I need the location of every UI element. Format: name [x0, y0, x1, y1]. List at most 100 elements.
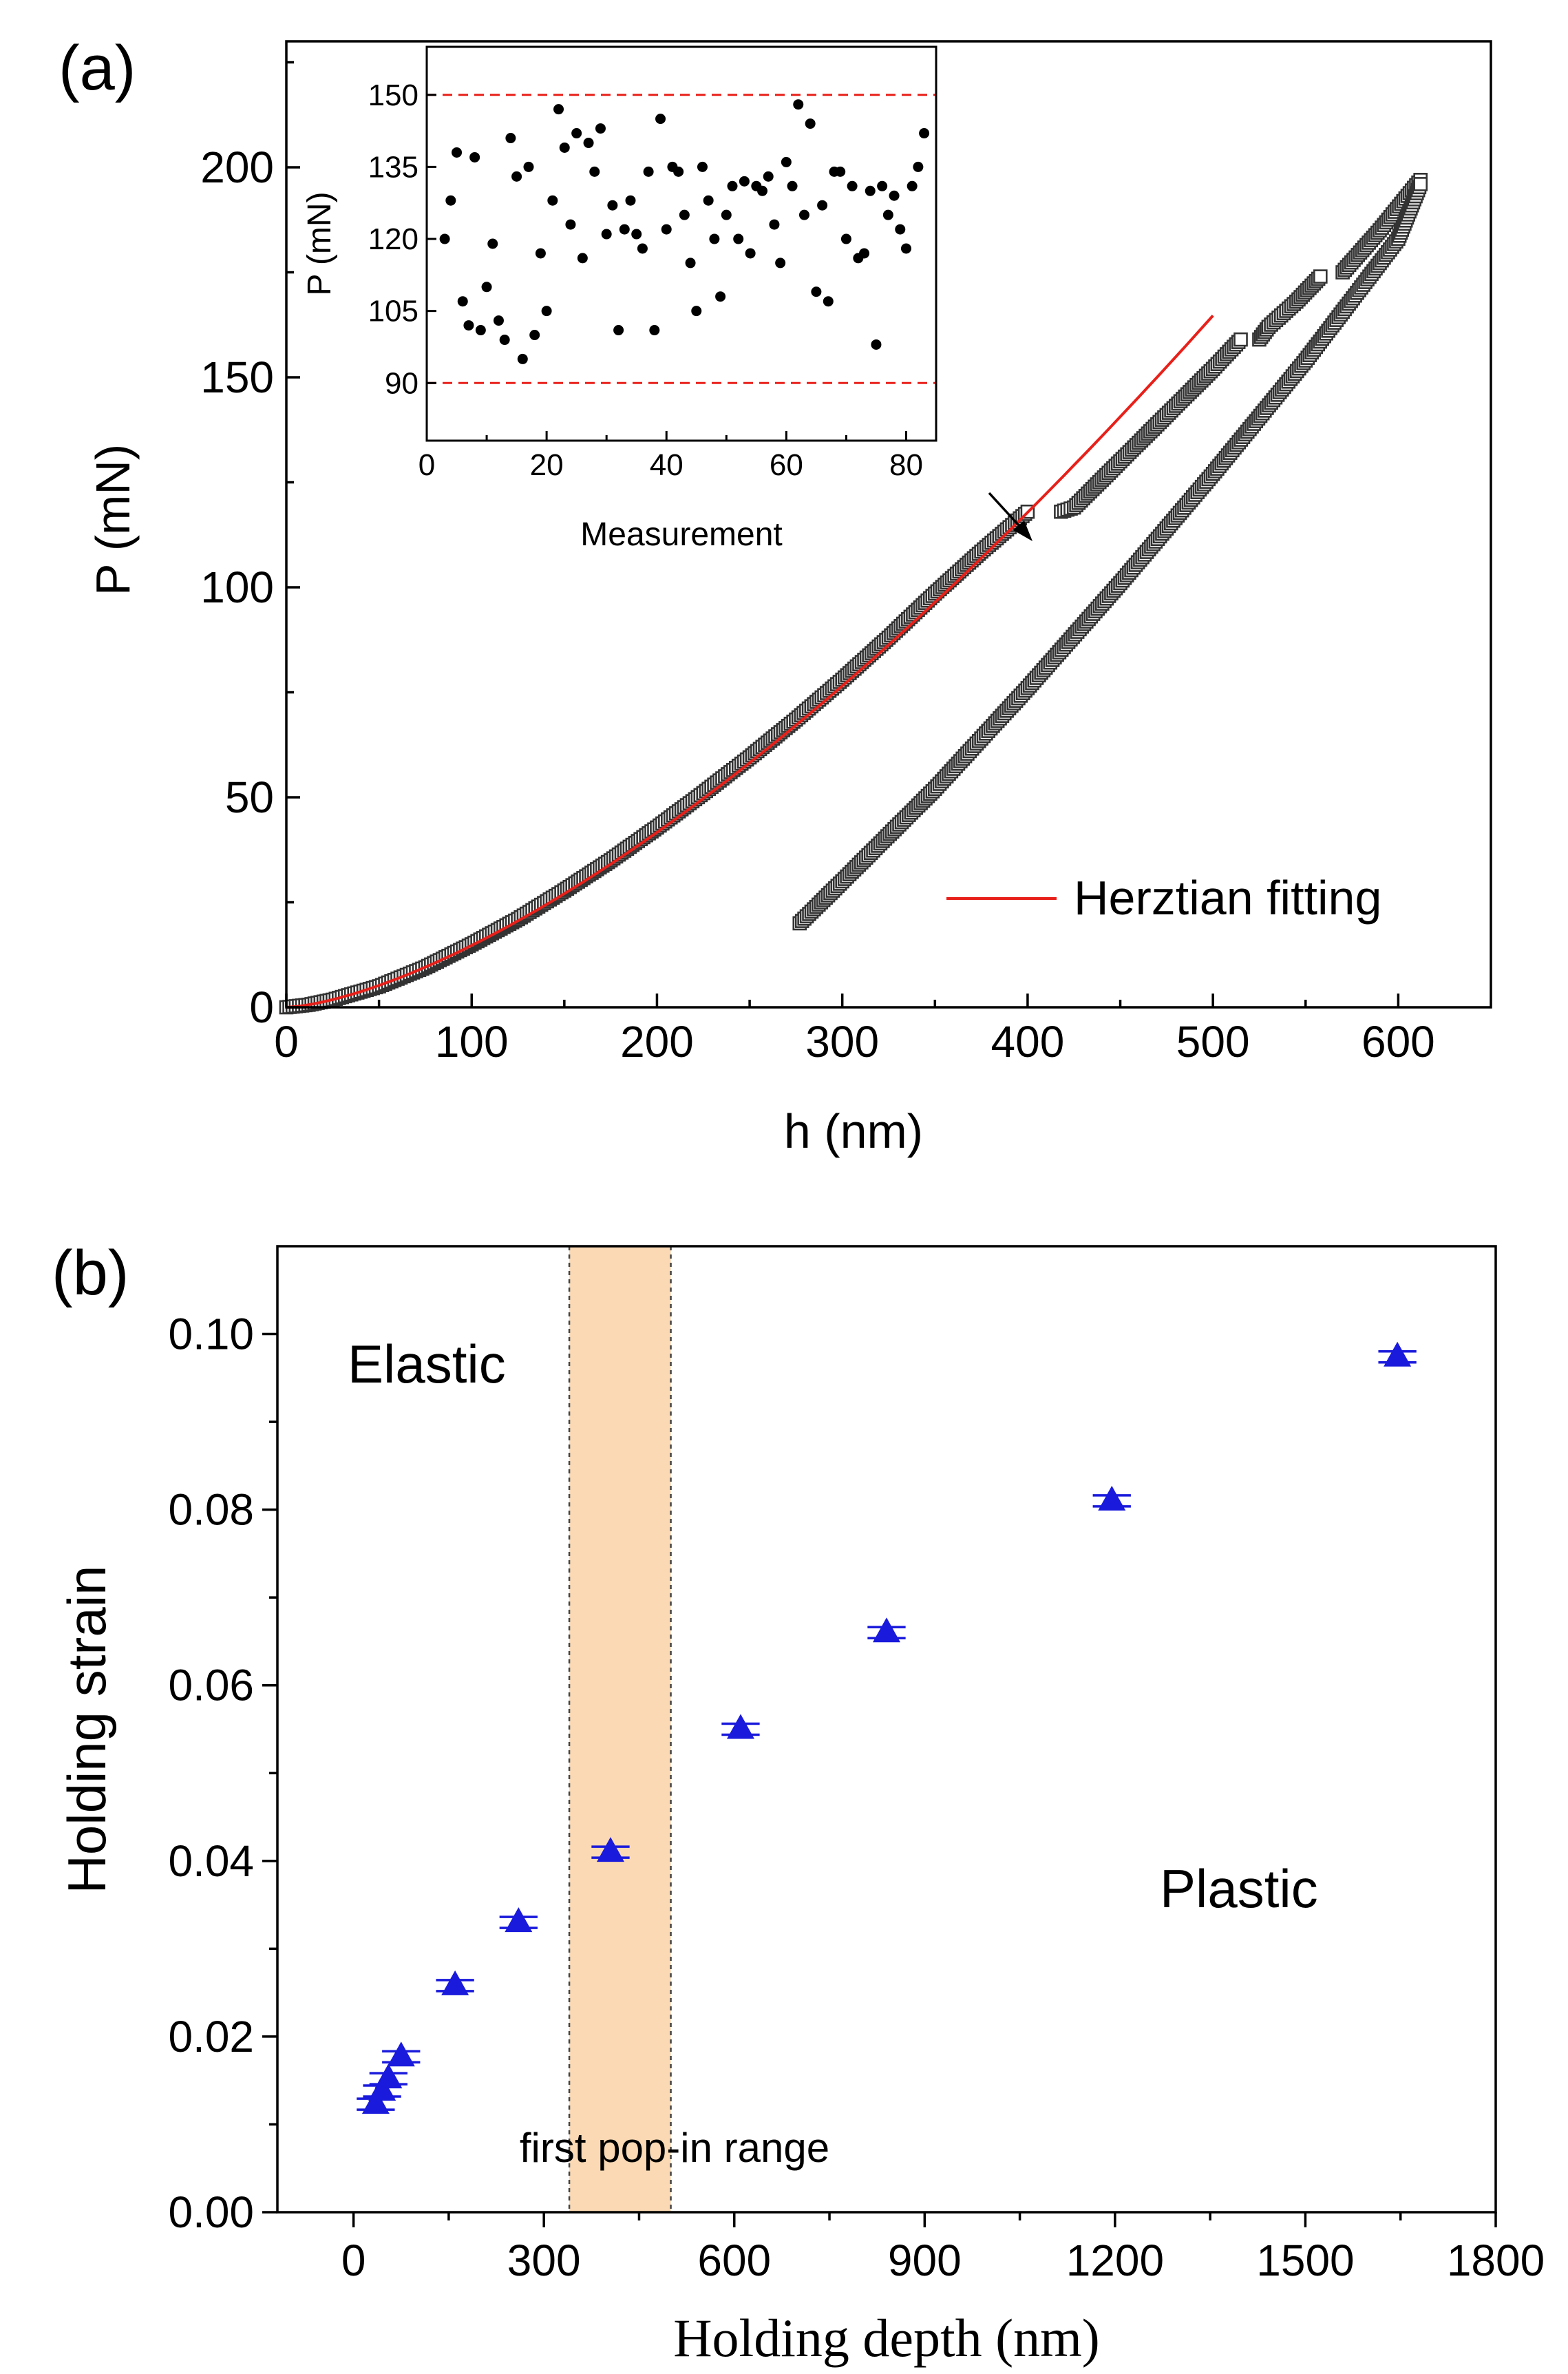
inset-data-point [709, 233, 720, 244]
holding-strain-point [721, 1714, 760, 1739]
x-tick-label: 300 [507, 2236, 581, 2285]
inset-data-point [769, 219, 780, 230]
inset-data-point [691, 306, 702, 317]
triangle-marker [726, 1714, 754, 1739]
triangle-marker [596, 1837, 624, 1862]
inset-x-tick-label: 20 [530, 448, 564, 482]
inset-data-point [811, 286, 822, 297]
inset-data-point [475, 325, 486, 336]
inset-data-point [631, 229, 642, 240]
x-tick-label: 500 [1176, 1017, 1250, 1067]
x-tick-label: 200 [620, 1017, 694, 1067]
inset-data-point [643, 166, 654, 177]
inset-x-tick-label: 40 [650, 448, 684, 482]
y-tick-label: 0 [249, 983, 274, 1032]
inset-x-tick-label: 60 [770, 448, 803, 482]
holding-strain-point [1092, 1485, 1131, 1511]
x-tick-label: 0 [341, 2236, 366, 2285]
panel-a-marks [279, 173, 1428, 1015]
x-tick-label: 0 [274, 1017, 299, 1067]
inset-data-point [781, 156, 792, 167]
inset-data-point [463, 320, 474, 331]
inset-data-point [840, 233, 851, 244]
panel-b-frame [276, 1245, 1497, 2214]
inset-data-point [900, 243, 911, 254]
inset-data-point [547, 195, 558, 206]
triangle-marker [387, 2041, 415, 2067]
inset-y-tick-label: 105 [368, 295, 419, 328]
inset-data-point [763, 171, 774, 182]
inset-data-point [445, 195, 456, 206]
data-point [1313, 269, 1328, 284]
inset-data-point [452, 147, 463, 158]
triangle-marker [374, 2063, 403, 2089]
inset-chart: 0 20 40 60 80 90 105 120 135 150 Measurement P (… [301, 45, 937, 553]
inset-y-tick-label: 150 [368, 78, 419, 112]
pop-in-arrow [988, 492, 1032, 541]
panel-b-x-ticks: 0 300 600 900 1200 1500 1800 [341, 2212, 1545, 2285]
x-tick-label: 300 [805, 1017, 879, 1067]
inset-data-point [685, 258, 696, 269]
holding-strain-point [499, 1907, 538, 1933]
inset-data-point [703, 195, 714, 206]
panel-a-x-ticks: 0 100 200 300 400 500 600 [274, 994, 1435, 1067]
first-pop-in-range-label: first pop-in range [520, 2125, 829, 2171]
inset-data-point [457, 296, 468, 307]
inset-marks [427, 94, 936, 384]
inset-data-point [823, 296, 834, 307]
inset-x-ticks: 0 20 40 60 80 [419, 431, 923, 482]
y-tick-label: 0.08 [168, 1485, 254, 1535]
inset-y-ticks: 90 105 120 135 150 [368, 78, 436, 400]
y-tick-label: 0.04 [168, 1836, 254, 1886]
inset-y-axis-label: P (mN) [301, 191, 338, 295]
panel-a-y-ticks: 0 50 100 150 200 [200, 61, 300, 1032]
panel-a-x-axis-label: h (nm) [784, 1104, 923, 1158]
inset-data-point [793, 99, 804, 110]
inset-data-point [775, 258, 786, 269]
triangle-marker [1384, 1341, 1412, 1367]
inset-data-point [595, 123, 606, 134]
x-tick-label: 600 [697, 2236, 771, 2285]
y-tick-label: 150 [200, 353, 274, 402]
x-tick-label: 600 [1362, 1017, 1435, 1067]
inset-data-point [817, 200, 828, 211]
x-tick-label: 1200 [1066, 2236, 1164, 2285]
region-label-elastic: Elastic [348, 1334, 506, 1394]
inset-data-point [889, 190, 900, 201]
inset-y-tick-label: 90 [385, 366, 419, 400]
inset-data-point [511, 171, 522, 182]
loading-segment [279, 504, 1035, 1015]
inset-frame [425, 45, 937, 442]
inset-data-point [661, 224, 672, 235]
inset-data-point [871, 339, 882, 350]
inset-data-point [589, 166, 600, 177]
first-pop-in-band [568, 1246, 672, 2212]
y-tick-label: 0.02 [168, 2012, 254, 2061]
inset-data-point [637, 243, 648, 254]
inset-data-point [619, 224, 630, 235]
inset-data-point [481, 282, 492, 293]
inset-data-point [529, 330, 540, 341]
inset-x-axis-label: Measurement [580, 516, 782, 553]
inset-data-point [577, 253, 588, 264]
y-tick-label: 200 [200, 143, 274, 192]
panel-b-y-ticks: 0.00 0.02 0.04 0.06 0.08 0.10 [168, 1310, 277, 2237]
pop-in-segment-1 [1054, 332, 1248, 519]
inset-y-tick-label: 120 [368, 222, 419, 256]
inset-data-point [805, 118, 816, 129]
pop-in-range-shade [569, 1246, 671, 2212]
x-tick-label: 400 [991, 1017, 1065, 1067]
panel-b-label: (b) [52, 1238, 129, 1308]
inset-data-point [757, 185, 768, 196]
y-tick-label: 0.10 [168, 1310, 254, 1359]
inset-data-point [649, 325, 660, 336]
inset-data-point [859, 248, 870, 259]
inset-data-point [715, 291, 726, 302]
panel-b-x-axis-label: Holding depth (nm) [673, 2308, 1100, 2368]
inset-data-point [745, 248, 756, 259]
inset-data-point [439, 233, 450, 244]
x-tick-label: 100 [435, 1017, 509, 1067]
holding-strain-point [867, 1617, 906, 1643]
